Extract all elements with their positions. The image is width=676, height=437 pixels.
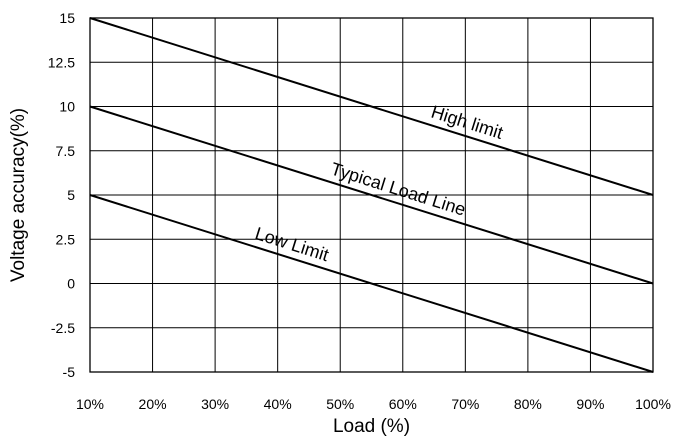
x-tick-label: 90% — [576, 396, 604, 412]
x-tick-label: 20% — [139, 396, 167, 412]
y-tick-label: 10 — [59, 99, 75, 115]
series-label: Typical Load Line — [328, 159, 468, 220]
x-tick-label: 70% — [451, 396, 479, 412]
y-tick-label: 7.5 — [56, 143, 76, 159]
y-tick-label: -5 — [63, 364, 76, 380]
x-tick-label: 10% — [76, 396, 104, 412]
y-axis-title: Voltage accuracy(%) — [8, 108, 29, 282]
x-tick-label: 100% — [635, 396, 671, 412]
x-tick-label: 40% — [264, 396, 292, 412]
y-tick-label: -2.5 — [51, 320, 75, 336]
series-line — [89, 17, 654, 196]
x-tick-label: 60% — [389, 396, 417, 412]
y-tick-label: 15 — [59, 10, 75, 26]
x-tick-label: 30% — [201, 396, 229, 412]
y-tick-label: 2.5 — [56, 231, 76, 247]
x-tick-labels: 10% 20% 30% 40% 50% 60% 70% 80% 90% 100% — [76, 396, 671, 412]
series-line — [89, 194, 654, 373]
y-tick-label: 0 — [67, 276, 75, 292]
x-axis-title: Load (%) — [333, 416, 410, 437]
y-tick-labels: 15 12.5 10 7.5 5 2.5 0 -2.5 -5 — [48, 10, 75, 380]
y-tick-label: 12.5 — [48, 54, 75, 70]
series-line — [89, 105, 654, 285]
y-tick-label: 5 — [67, 187, 75, 203]
x-tick-label: 80% — [514, 396, 542, 412]
series-lines — [89, 17, 654, 373]
x-tick-label: 50% — [326, 396, 354, 412]
